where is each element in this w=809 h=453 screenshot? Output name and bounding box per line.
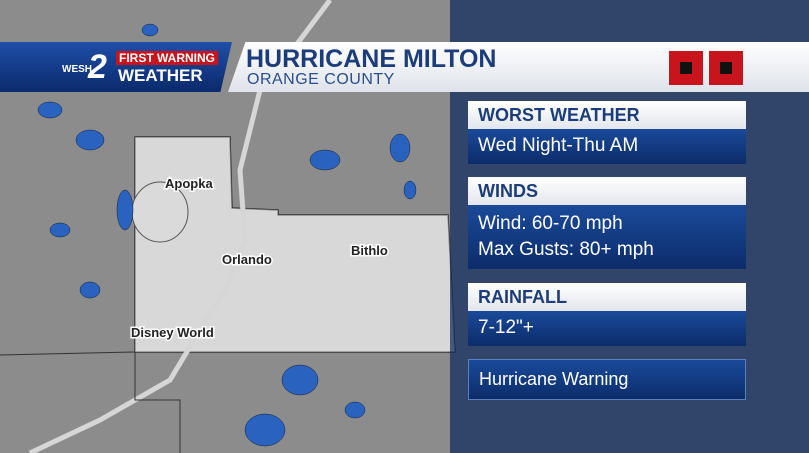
place-label: Bithlo xyxy=(351,243,388,258)
subtitle: ORANGE COUNTY xyxy=(247,71,395,88)
panel-heading: RAINFALL xyxy=(468,283,746,311)
panel-line: Wed Night-Thu AM xyxy=(478,135,639,156)
logo-tag: FIRST WARNING xyxy=(116,51,218,65)
panel-line: 7-12"+ xyxy=(478,317,534,338)
panel-heading: WINDS xyxy=(468,177,746,205)
panel-body: Wind: 60-70 mph Max Gusts: 80+ mph xyxy=(468,205,746,269)
header: WESH 2 FIRST WARNING WEATHER HURRICANE M… xyxy=(0,42,809,92)
panel-body: 7-12"+ xyxy=(468,311,746,346)
warning-flag xyxy=(709,51,743,85)
place-label: Orlando xyxy=(222,252,272,267)
logo-station: WESH xyxy=(62,64,92,75)
logo: WESH 2 FIRST WARNING WEATHER xyxy=(0,42,232,92)
panel-line: Max Gusts: 80+ mph xyxy=(478,239,654,260)
title: HURRICANE MILTON xyxy=(246,45,497,73)
info-panel: RAINFALL 7-12"+ xyxy=(468,283,746,346)
place-label: Apopka xyxy=(165,176,213,191)
warning-flag xyxy=(669,51,703,85)
logo-number: 2 xyxy=(88,48,107,86)
place-label: Disney World xyxy=(131,325,214,340)
alert: Hurricane Warning xyxy=(468,359,746,400)
panel-heading: WORST WEATHER xyxy=(468,101,746,129)
info-panel: WORST WEATHER Wed Night-Thu AM xyxy=(468,101,746,164)
panel-body: Wed Night-Thu AM xyxy=(468,129,746,164)
panel-line: Wind: 60-70 mph xyxy=(478,213,623,234)
info-panel: WINDS Wind: 60-70 mph Max Gusts: 80+ mph xyxy=(468,177,746,269)
logo-title: WEATHER xyxy=(118,66,203,85)
alert-panel: Hurricane Warning xyxy=(468,359,746,400)
